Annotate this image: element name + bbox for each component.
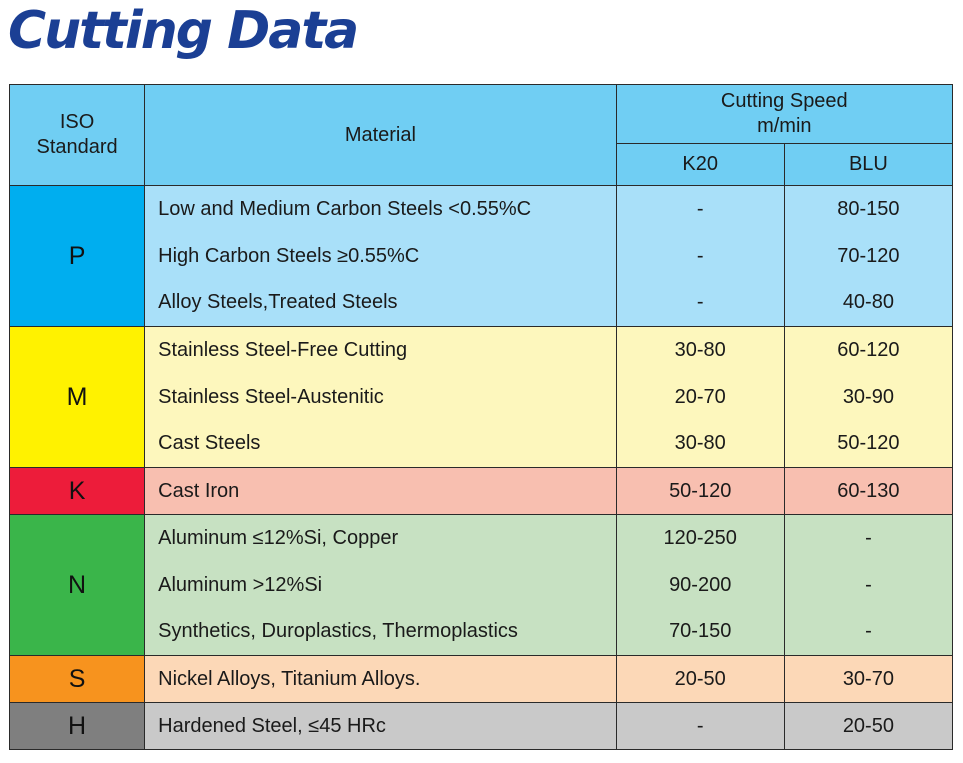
material-cell: High Carbon Steels ≥0.55%C: [144, 232, 617, 280]
blu-speed-cell: -: [783, 514, 954, 562]
blu-speed-cell: 70-120: [783, 232, 954, 280]
header-cutting-speed-unit: m/min: [757, 115, 812, 137]
blu-speed-cell: 80-150: [783, 185, 954, 233]
table-row: Aluminum >12%Si 90-200-: [10, 561, 954, 609]
blu-speed-cell: 50-120: [783, 420, 954, 468]
header-k20: K20: [615, 143, 785, 186]
cutting-data-table: ISO Standard Material Cutting Speed m/mi…: [8, 84, 954, 750]
k20-speed-cell: 20-50: [615, 655, 785, 703]
table-row: Synthetics, Duroplastics, Thermoplastics…: [10, 608, 954, 656]
table-row: Cast Steels 30-80 50-120: [10, 420, 954, 468]
header-iso-standard: ISO Standard: [8, 84, 146, 186]
blu-speed-cell: 30-90: [783, 373, 954, 421]
blu-speed-cell: 20-50: [783, 702, 954, 750]
header-cutting-speed: Cutting Speed m/min: [615, 84, 954, 144]
k20-speed-cell: 90-200: [615, 561, 785, 609]
header-blu: BLU: [783, 143, 954, 186]
page-title: Cutting Data: [8, 1, 359, 61]
k20-speed-cell: 30-80: [615, 420, 785, 468]
k20-speed-cell: -: [615, 702, 785, 750]
material-cell: Alloy Steels,Treated Steels: [144, 279, 617, 327]
table-row: S Nickel Alloys, Titanium Alloys. 20-50 30-…: [8, 655, 954, 703]
material-cell: Aluminum ≤12%Si, Copper: [144, 514, 617, 562]
k20-speed-cell: -: [615, 232, 785, 280]
table-row: H Hardened Steel, ≤45 HRc -20-50: [8, 702, 954, 750]
blu-speed-cell: -: [783, 561, 954, 609]
iso-code-cell: M: [8, 326, 146, 468]
table-row: P Low and Medium Carbon Steels <0.55%C -80…: [8, 185, 954, 327]
material-cell: Stainless Steel-Free Cutting: [144, 326, 617, 374]
blu-speed-cell: -: [783, 608, 954, 656]
k20-speed-cell: 50-120: [615, 467, 785, 515]
k20-speed-cell: 20-70: [615, 373, 785, 421]
blu-speed-cell: 60-120: [783, 326, 954, 374]
blu-speed-cell: 30-70: [783, 655, 954, 703]
table-row: M Stainless Steel-Free Cutting 30-80 60-120: [8, 326, 954, 468]
material-cell: Nickel Alloys, Titanium Alloys.: [144, 655, 617, 703]
iso-code-cell: H: [8, 702, 146, 750]
table-row: Alloy Steels,Treated Steels -40-80: [10, 279, 954, 327]
table-row: Stainless Steel-Austenitic 20-70 30-90: [10, 373, 954, 421]
k20-speed-cell: 70-150: [615, 608, 785, 656]
table-row: N Aluminum ≤12%Si, Copper 120-250-: [8, 514, 954, 656]
iso-code-cell: N: [8, 514, 146, 656]
blu-speed-cell: 60-130: [783, 467, 954, 515]
table-row: K Cast Iron 50-120 60-130: [8, 467, 954, 515]
header-iso-line1: ISO: [59, 111, 95, 133]
k20-speed-cell: 30-80: [615, 326, 785, 374]
material-cell: Hardened Steel, ≤45 HRc: [144, 702, 617, 750]
material-cell: Cast Iron: [144, 467, 617, 515]
header-material: Material: [144, 84, 617, 186]
iso-code-cell: P: [8, 185, 146, 327]
k20-speed-cell: 120-250: [615, 514, 785, 562]
blu-speed-cell: 40-80: [783, 279, 954, 327]
iso-code-cell: S: [8, 655, 146, 703]
k20-speed-cell: -: [615, 279, 785, 327]
material-cell: Synthetics, Duroplastics, Thermoplastics: [144, 608, 617, 656]
k20-speed-cell: -: [615, 185, 785, 233]
table-body: P Low and Medium Carbon Steels <0.55%C -80…: [8, 185, 954, 750]
material-cell: Cast Steels: [144, 420, 617, 468]
material-cell: Low and Medium Carbon Steels <0.55%C: [144, 185, 617, 233]
table-row: High Carbon Steels ≥0.55%C -70-120: [10, 232, 954, 280]
header-iso-line2: Standard: [36, 136, 118, 158]
table-header: ISO Standard Material Cutting Speed m/mi…: [8, 84, 954, 186]
material-cell: Stainless Steel-Austenitic: [144, 373, 617, 421]
iso-code-cell: K: [8, 467, 146, 515]
material-cell: Aluminum >12%Si: [144, 561, 617, 609]
header-cutting-speed-line1: Cutting Speed: [720, 90, 848, 112]
